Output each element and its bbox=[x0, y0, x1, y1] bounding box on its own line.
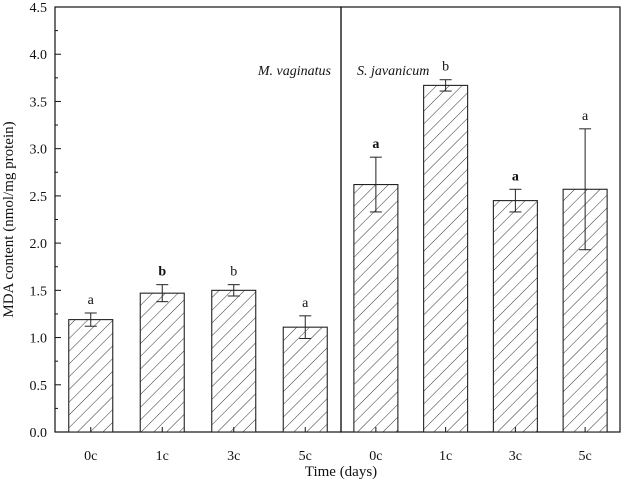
bar-panel1-1c bbox=[139, 292, 185, 433]
y-tick-label: 2.0 bbox=[30, 237, 48, 252]
significance-label: a bbox=[88, 293, 95, 308]
y-tick-label: 4.0 bbox=[30, 48, 48, 63]
significance-label: b bbox=[442, 60, 449, 75]
x-tick-label: 0c bbox=[369, 449, 382, 464]
x-axis-title: Time (days) bbox=[305, 464, 377, 480]
panel-frame-2 bbox=[340, 6, 621, 433]
x-tick-label: 3c bbox=[509, 449, 522, 464]
significance-label: a bbox=[582, 109, 589, 124]
y-tick-label: 3.0 bbox=[30, 143, 48, 158]
bar-panel2-1c bbox=[423, 84, 469, 433]
x-tick-label: 3c bbox=[227, 449, 240, 464]
bar-panel2-3c bbox=[492, 200, 538, 433]
y-tick-label: 1.0 bbox=[30, 332, 48, 347]
bar-panel1-5c bbox=[282, 326, 328, 433]
panel-label-s-javanicum: S. javanicum bbox=[357, 64, 429, 79]
significance-label: b bbox=[230, 265, 237, 280]
y-tick-label: 3.5 bbox=[30, 95, 48, 110]
y-tick-label: 0.5 bbox=[30, 379, 48, 394]
significance-label: b bbox=[158, 265, 166, 280]
x-tick-label: 1c bbox=[156, 449, 169, 464]
significance-label: a bbox=[512, 169, 519, 184]
significance-label: a bbox=[372, 137, 379, 152]
y-tick-label: 0.0 bbox=[30, 426, 48, 441]
x-tick-label: 5c bbox=[299, 449, 312, 464]
y-axis-title: MDA content (nmol/mg protein) bbox=[1, 121, 17, 317]
x-tick-label: 5c bbox=[579, 449, 592, 464]
bar-panel1-3c bbox=[211, 289, 257, 433]
significance-label: a bbox=[302, 296, 309, 311]
bar-panel2-0c bbox=[353, 184, 399, 433]
y-tick-label: 4.5 bbox=[30, 1, 48, 16]
bar-panel1-0c bbox=[68, 319, 114, 433]
x-tick-label: 1c bbox=[439, 449, 452, 464]
panel-label-m-vaginatus: M. vaginatus bbox=[257, 64, 332, 79]
x-tick-label: 0c bbox=[84, 449, 97, 464]
y-tick-label: 1.5 bbox=[30, 284, 48, 299]
y-tick-label: 2.5 bbox=[30, 190, 48, 205]
